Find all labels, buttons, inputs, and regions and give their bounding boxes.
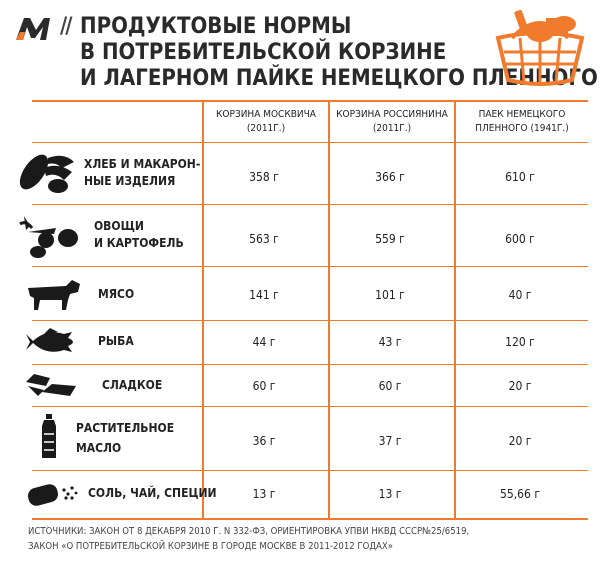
row-label-fish: Рыба	[98, 334, 134, 348]
row-label-vegetables: Овощи и картофель	[94, 219, 184, 250]
row-label-sweets: Сладкое	[102, 378, 163, 392]
cell-russia-salt: 13 г	[378, 487, 402, 501]
cell-pow-vegetables: 600 г	[505, 232, 535, 246]
cell-russia-bread: 366 г	[375, 170, 405, 184]
row-label-oil: Растительное масло	[76, 421, 175, 455]
row-label-salt: Соль, чай, специи	[88, 486, 217, 500]
cell-moscow-fish: 44 г	[252, 335, 276, 349]
oil-bottle-icon	[42, 414, 56, 458]
column-divider	[454, 100, 456, 520]
basket-icon	[495, 9, 585, 86]
cell-russia-fish: 43 г	[378, 335, 402, 349]
cell-russia-oil: 37 г	[378, 434, 402, 448]
cell-pow-oil: 20 г	[508, 434, 532, 448]
cell-russia-vegetables: 559 г	[375, 232, 405, 246]
row-rule	[32, 406, 588, 407]
row-rule	[32, 204, 588, 205]
cell-russia-sweets: 60 г	[378, 379, 402, 393]
row-rule	[32, 364, 588, 365]
column-divider	[328, 100, 330, 520]
cell-russia-meat: 101 г	[375, 288, 405, 302]
footnote-line: Источники: Закон от 8 декабря 2010 г. N …	[28, 526, 470, 537]
footnote-line: Закон «О потребительской корзине в город…	[28, 541, 393, 552]
column-divider	[202, 100, 204, 520]
cell-pow-fish: 120 г	[505, 335, 535, 349]
cell-moscow-bread: 358 г	[249, 170, 279, 184]
cell-pow-bread: 610 г	[505, 170, 535, 184]
vegetables-icon	[19, 216, 78, 258]
cell-moscow-oil: 36 г	[252, 434, 276, 448]
cell-pow-sweets: 20 г	[508, 379, 532, 393]
column-header-russia: Корзина россиянина (2011г.)	[336, 109, 448, 134]
cell-moscow-vegetables: 563 г	[249, 232, 279, 246]
bread-pasta-icon	[19, 154, 74, 193]
salt-shaker-icon	[27, 484, 78, 506]
row-label-bread: Хлеб и макарон-ные изделия	[84, 157, 201, 188]
cell-pow-meat: 40 г	[508, 288, 532, 302]
candy-icon	[26, 374, 76, 396]
table-top-rule	[32, 100, 588, 102]
title-line: Продуктовые нормы	[80, 14, 352, 39]
title-slashes: //	[60, 14, 73, 39]
table-bottom-rule	[32, 518, 588, 520]
column-header-moscow: Корзина москвича (2011г.)	[216, 109, 316, 134]
cell-moscow-salt: 13 г	[252, 487, 276, 501]
cell-pow-salt: 55,66 г	[500, 487, 540, 501]
row-rule	[32, 142, 588, 143]
row-rule	[32, 266, 588, 267]
sources-footnote: Источники: Закон от 8 декабря 2010 г. N …	[28, 524, 469, 554]
cell-moscow-sweets: 60 г	[252, 379, 276, 393]
header: // Продуктовые нормы в потребительской к…	[0, 0, 600, 96]
page-title: Продуктовые нормы в потребительской корз…	[80, 14, 598, 92]
row-rule	[32, 470, 588, 471]
title-line: в потребительской корзине	[80, 40, 447, 65]
title-line: и лагерном пайке немецкого пленного	[80, 66, 598, 91]
column-header-pow: Паек немецкого пленного (1941г.)	[475, 109, 569, 134]
logo-icon	[16, 18, 50, 40]
cow-icon	[28, 280, 80, 310]
fish-icon	[26, 328, 73, 352]
row-rule	[32, 320, 588, 321]
row-label-meat: Мясо	[98, 287, 135, 301]
cell-moscow-meat: 141 г	[249, 288, 279, 302]
